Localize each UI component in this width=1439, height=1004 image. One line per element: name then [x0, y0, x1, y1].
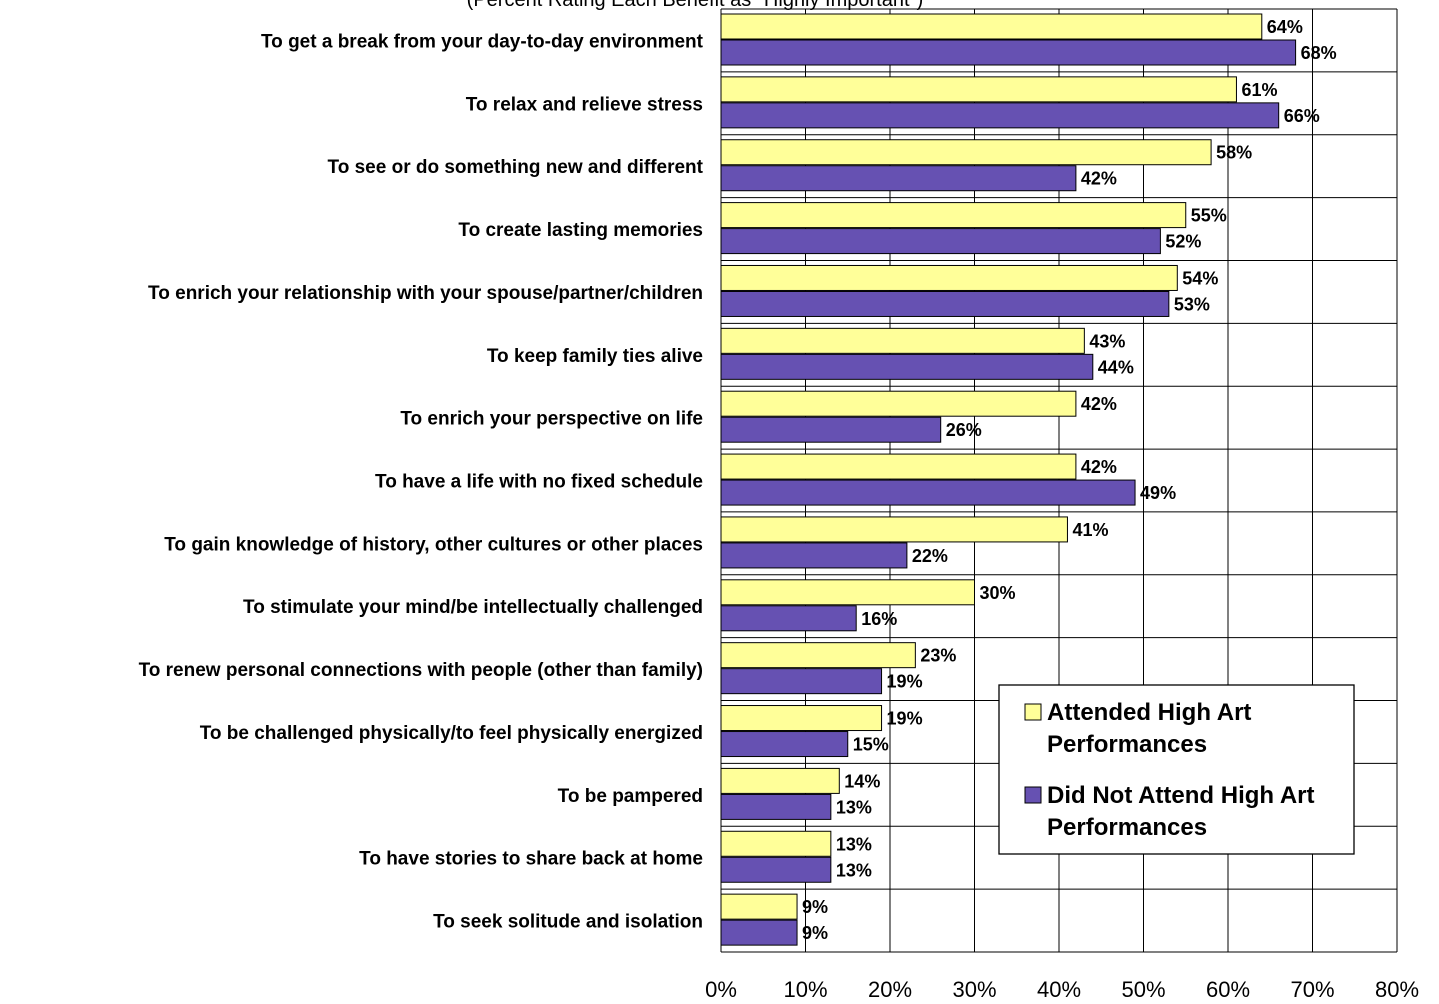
data-label: 13% [836, 797, 872, 817]
category-label: To get a break from your day-to-day envi… [261, 31, 704, 52]
category-label: To stimulate your mind/be intellectually… [243, 597, 703, 618]
data-label: 9% [802, 897, 828, 917]
legend-swatch-attended [1024, 703, 1042, 721]
data-label: 68% [1301, 43, 1337, 63]
bar-attended [720, 705, 883, 732]
data-label: 22% [912, 546, 948, 566]
bar-attended [720, 516, 1068, 543]
x-axis-ticks: 0% 10% 20% 30% 40% 50% 60% 70% 80% [705, 977, 1419, 1002]
data-label: 44% [1098, 357, 1134, 377]
bar-did-not-attend [720, 479, 1136, 506]
bar-attended [720, 202, 1187, 229]
data-label: 53% [1174, 294, 1210, 314]
category-label: To enrich your perspective on life [400, 409, 703, 430]
category-label: To keep family ties alive [487, 346, 703, 367]
legend: Attended High Art Performances Did Not A… [998, 684, 1355, 855]
data-label: 13% [836, 834, 872, 854]
bar-did-not-attend [720, 731, 849, 758]
data-label: 19% [887, 709, 923, 729]
data-label: 54% [1182, 268, 1218, 288]
bar-attended [720, 830, 832, 857]
x-tick-label: 20% [868, 977, 912, 1002]
category-label: To have stories to share back at home [359, 849, 703, 870]
data-label: 23% [920, 646, 956, 666]
category-label: To enrich your relationship with your sp… [148, 283, 703, 304]
x-tick-label: 0% [705, 977, 737, 1002]
bar-did-not-attend [720, 39, 1297, 66]
data-label: 49% [1140, 483, 1176, 503]
legend-label-attended-line2: Performances [1047, 731, 1207, 758]
legend-label-did-not-attend-line1: Did Not Attend High Art [1047, 782, 1315, 809]
x-tick-label: 30% [952, 977, 996, 1002]
bar-did-not-attend [720, 605, 857, 632]
legend-box [998, 684, 1355, 855]
data-label: 66% [1284, 106, 1320, 126]
bar-attended [720, 893, 798, 920]
x-tick-label: 60% [1206, 977, 1250, 1002]
data-label: 64% [1267, 17, 1303, 37]
data-label: 42% [1081, 169, 1117, 189]
legend-swatch-did-not-attend [1024, 786, 1042, 804]
category-label: To be pampered [558, 786, 703, 807]
x-tick-label: 50% [1121, 977, 1165, 1002]
data-label: 13% [836, 860, 872, 880]
bar-attended [720, 453, 1077, 480]
bar-did-not-attend [720, 919, 798, 946]
bar-attended [720, 579, 975, 606]
x-tick-label: 40% [1037, 977, 1081, 1002]
category-label: To be challenged physically/to feel phys… [200, 723, 703, 744]
legend-label-attended-line1: Attended High Art [1047, 699, 1251, 726]
data-label: 16% [861, 609, 897, 629]
data-label: 41% [1072, 520, 1108, 540]
bar-did-not-attend [720, 416, 942, 443]
bar-attended [720, 327, 1085, 354]
bar-did-not-attend [720, 668, 883, 695]
data-label: 55% [1191, 206, 1227, 226]
category-label: To gain knowledge of history, other cult… [164, 534, 703, 555]
data-label: 52% [1165, 232, 1201, 252]
data-label: 58% [1216, 143, 1252, 163]
data-label: 9% [802, 923, 828, 943]
data-label: 14% [844, 771, 880, 791]
data-label: 30% [980, 583, 1016, 603]
category-label: To see or do something new and different [328, 157, 704, 178]
bar-did-not-attend [720, 102, 1280, 129]
data-label: 26% [946, 420, 982, 440]
bar-attended [720, 642, 916, 669]
data-label: 42% [1081, 394, 1117, 414]
data-label: 19% [887, 672, 923, 692]
bar-attended [720, 767, 840, 794]
bar-did-not-attend [720, 353, 1094, 380]
data-label: 61% [1241, 80, 1277, 100]
bar-did-not-attend [720, 542, 908, 569]
x-tick-label: 10% [783, 977, 827, 1002]
legend-label-did-not-attend-line2: Performances [1047, 814, 1207, 841]
bar-attended [720, 264, 1178, 291]
category-label: To have a life with no fixed schedule [375, 472, 703, 493]
bar-attended [720, 139, 1212, 166]
data-label: 42% [1081, 457, 1117, 477]
bar-did-not-attend [720, 228, 1161, 255]
bar-attended [720, 390, 1077, 417]
x-tick-label: 80% [1375, 977, 1419, 1002]
category-labels: To get a break from your day-to-day envi… [139, 31, 704, 932]
bar-did-not-attend [720, 856, 832, 883]
bars: 64% 68% 61% 66% 58% 42% 55% 52% 54% 53% 43% 44% 42% 2… [720, 13, 1337, 946]
bar-attended [720, 76, 1237, 103]
category-label: To seek solitude and isolation [433, 912, 703, 933]
bar-did-not-attend [720, 290, 1170, 317]
bar-did-not-attend [720, 793, 832, 820]
x-tick-label: 70% [1290, 977, 1334, 1002]
category-label: To relax and relieve stress [466, 94, 703, 115]
bar-attended [720, 13, 1263, 40]
data-label: 43% [1089, 331, 1125, 351]
category-label: To create lasting memories [458, 220, 703, 241]
category-label: To renew personal connections with peopl… [139, 660, 703, 681]
chart-subtitle: (Percent Rating Each Benefit as "Highly … [467, 0, 924, 11]
data-label: 15% [853, 735, 889, 755]
bar-did-not-attend [720, 165, 1077, 192]
